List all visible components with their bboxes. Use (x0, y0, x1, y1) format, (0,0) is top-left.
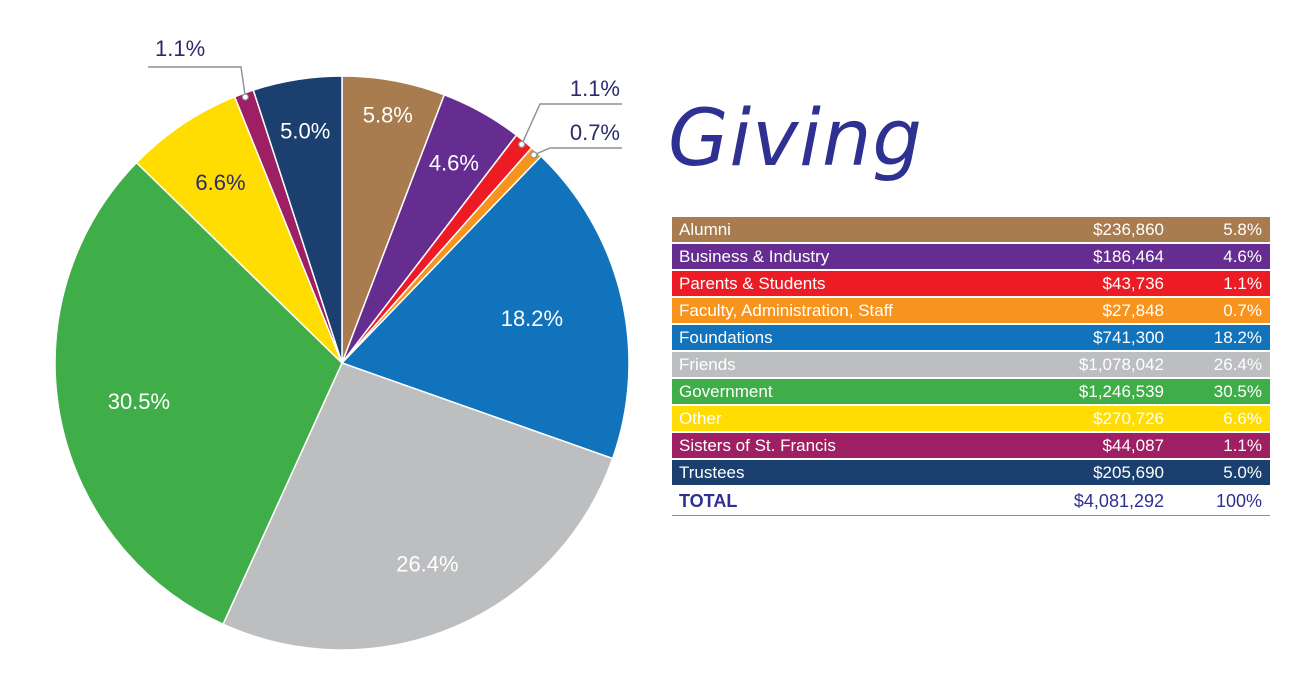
row-amount: $741,300 (1093, 327, 1164, 347)
row-percent: 26.4% (1213, 354, 1262, 374)
table-row-parents-students: Parents & Students $43,736 1.1% (672, 271, 1270, 296)
row-percent: 5.8% (1223, 219, 1262, 239)
row-percent: 1.1% (1223, 273, 1262, 293)
row-category: Friends (679, 354, 736, 374)
row-percent: 6.6% (1223, 408, 1262, 428)
leader-dot-faculty-administration-staff (530, 151, 538, 159)
total-row: TOTAL $4,081,292 100% (672, 487, 1270, 516)
pie-chart: 5.8% 4.6% 1.1% 0.7% 18.2% 26.4% 30.5% 6.6% 1.1% 5… (54, 36, 630, 651)
pie-slice-foundations (340, 155, 630, 460)
table-row-alumni: Alumni $236,860 5.8% (672, 217, 1270, 242)
row-category: Business & Industry (679, 246, 830, 266)
row-percent: 5.0% (1223, 462, 1262, 482)
pie-label-foundations: 18.2% (501, 306, 563, 331)
row-category: Parents & Students (679, 273, 826, 293)
row-category: Other (679, 408, 722, 428)
pie-slice-government (54, 161, 343, 626)
row-amount: $236,860 (1093, 219, 1164, 239)
leader-line-parents-students (521, 103, 622, 145)
row-category: Foundations (679, 327, 773, 347)
pie-slice-trustees (252, 75, 343, 364)
chart-title: Giving (668, 94, 923, 184)
row-percent: 30.5% (1213, 381, 1262, 401)
row-category: Faculty, Administration, Staff (679, 300, 893, 320)
table-row-other: Other $270,726 6.6% (672, 406, 1270, 431)
row-amount: $27,848 (1102, 300, 1164, 320)
leader-dot-sisters-of-st-francis (241, 93, 249, 101)
row-percent: 0.7% (1223, 300, 1262, 320)
row-amount: $43,736 (1102, 273, 1164, 293)
row-amount: $270,726 (1093, 408, 1164, 428)
row-amount: $1,246,539 (1078, 381, 1164, 401)
leader-dot-parents-students (518, 140, 526, 148)
row-amount: $205,690 (1093, 462, 1164, 482)
pie-label-friends: 26.4% (396, 552, 458, 577)
row-category: Sisters of St. Francis (679, 435, 836, 455)
table-row-sisters-of-st-francis: Sisters of St. Francis $44,087 1.1% (672, 433, 1270, 458)
pie-label-other: 6.6% (195, 170, 245, 195)
table-row-foundations: Foundations $741,300 18.2% (672, 325, 1270, 350)
row-percent: 18.2% (1213, 327, 1262, 347)
row-amount: $186,464 (1093, 246, 1164, 266)
row-category: Alumni (679, 219, 731, 239)
pie-slice-friends (222, 362, 614, 651)
giving-table: Alumni $236,860 5.8% Business & Industry $18… (672, 217, 1270, 516)
table-row-business-industry: Business & Industry $186,464 4.6% (672, 244, 1270, 269)
table-row-faculty-administration-staff: Faculty, Administration, Staff $27,848 0.7… (672, 298, 1270, 323)
row-amount: $44,087 (1102, 435, 1164, 455)
row-percent: 1.1% (1223, 435, 1262, 455)
total-label: TOTAL (679, 490, 738, 511)
row-category: Government (679, 381, 773, 401)
pie-label-sisters-of-st-francis: 1.1% (155, 36, 205, 61)
row-amount: $1,078,042 (1078, 354, 1164, 374)
pie-label-faculty-administration-staff: 0.7% (570, 120, 620, 145)
table-row-friends: Friends $1,078,042 26.4% (672, 352, 1270, 377)
table-row-trustees: Trustees $205,690 5.0% (672, 460, 1270, 485)
row-percent: 4.6% (1223, 246, 1262, 266)
pie-label-trustees: 5.0% (280, 119, 330, 144)
total-amount: $4,081,292 (1073, 490, 1164, 511)
row-category: Trustees (679, 462, 745, 482)
table-row-government: Government $1,246,539 30.5% (672, 379, 1270, 404)
total-percent: 100% (1215, 490, 1262, 511)
leader-line-faculty-administration-staff (533, 147, 622, 156)
pie-label-parents-students: 1.1% (570, 76, 620, 101)
pie-slice-other (135, 95, 343, 364)
pie-label-business-industry: 4.6% (429, 151, 479, 176)
leader-line-sisters-of-st-francis (148, 66, 246, 98)
pie-label-alumni: 5.8% (363, 103, 413, 128)
pie-label-government: 30.5% (108, 389, 170, 414)
